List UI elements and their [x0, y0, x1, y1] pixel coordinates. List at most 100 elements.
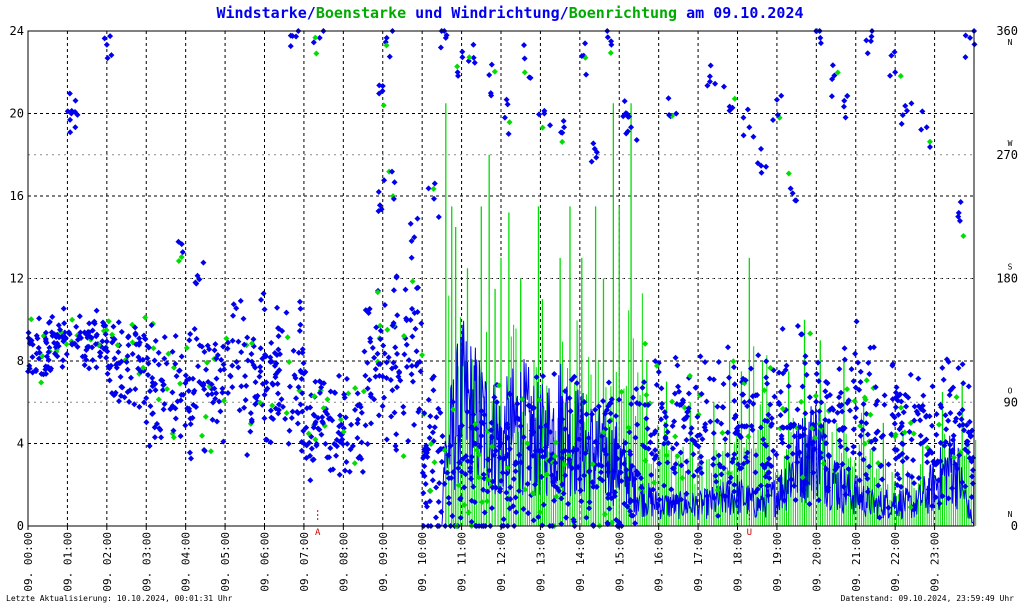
direction-tick-label: 0 — [1011, 519, 1018, 533]
direction-point — [393, 274, 400, 281]
direction-point — [248, 416, 255, 423]
direction-point — [768, 415, 775, 422]
direction-point — [685, 390, 692, 397]
title-gust-direction: Boenrichtung — [569, 4, 677, 22]
direction-point — [132, 330, 139, 337]
direction-point — [115, 319, 122, 326]
direction-point — [586, 505, 593, 512]
direction-point — [455, 465, 462, 472]
direction-point — [419, 352, 426, 359]
direction-point — [86, 365, 93, 372]
direction-point — [590, 140, 597, 147]
direction-point — [408, 254, 415, 261]
direction-tick-label: 180 — [996, 272, 1018, 286]
direction-point — [686, 372, 693, 379]
direction-point — [520, 506, 527, 513]
direction-point — [386, 53, 393, 60]
direction-point — [740, 132, 747, 139]
direction-point — [504, 495, 511, 502]
direction-point — [603, 451, 610, 458]
direction-point — [815, 359, 822, 366]
direction-point — [267, 358, 274, 365]
direction-point — [103, 41, 110, 48]
direction-point — [513, 460, 520, 467]
direction-point — [88, 334, 95, 341]
direction-point — [219, 389, 226, 396]
direction-point — [383, 436, 390, 443]
direction-point — [151, 357, 158, 364]
direction-point — [557, 419, 564, 426]
direction-point — [461, 484, 468, 491]
direction-point — [767, 401, 774, 408]
direction-point — [176, 367, 183, 374]
direction-point — [59, 363, 66, 370]
direction-point — [824, 487, 831, 494]
direction-point — [371, 354, 378, 361]
direction-point — [718, 420, 725, 427]
direction-point — [966, 455, 973, 462]
direction-point — [837, 403, 844, 410]
direction-point — [853, 318, 860, 325]
direction-point — [425, 396, 432, 403]
direction-point — [297, 321, 304, 328]
direction-point — [806, 394, 813, 401]
direction-point — [690, 472, 697, 479]
direction-point — [296, 298, 303, 305]
direction-point — [633, 468, 640, 475]
direction-point — [431, 180, 438, 187]
direction-point — [627, 508, 634, 515]
direction-point — [288, 414, 295, 421]
direction-point — [550, 479, 557, 486]
direction-point — [623, 466, 630, 473]
direction-point — [702, 427, 709, 434]
direction-point — [125, 334, 132, 341]
direction-point — [875, 482, 882, 489]
direction-point — [237, 297, 244, 304]
direction-point — [313, 440, 320, 447]
direction-point — [936, 500, 943, 507]
direction-point — [274, 390, 281, 397]
direction-point — [149, 410, 156, 417]
direction-point — [853, 405, 860, 412]
direction-point — [956, 217, 963, 224]
direction-point — [107, 33, 114, 40]
direction-point — [840, 483, 847, 490]
direction-point — [69, 316, 76, 323]
direction-point — [757, 424, 764, 431]
direction-point — [438, 458, 445, 465]
direction-point — [956, 410, 963, 417]
direction-point — [739, 391, 746, 398]
compass-label: W — [1008, 139, 1013, 148]
direction-point — [300, 427, 307, 434]
direction-point — [834, 463, 841, 470]
direction-point — [672, 354, 679, 361]
direction-point — [83, 356, 90, 363]
direction-point — [914, 410, 921, 417]
direction-point — [715, 512, 722, 519]
direction-point — [608, 38, 615, 45]
y-tick-label: 12 — [10, 272, 24, 286]
footer-data-status: Datenstand: 09.10.2024, 23:59:49 Uhr — [841, 594, 1015, 603]
direction-point — [299, 349, 306, 356]
direction-point — [817, 34, 824, 41]
direction-point — [178, 391, 185, 398]
direction-point — [661, 482, 668, 489]
direction-point — [863, 410, 870, 417]
direction-point — [822, 388, 829, 395]
direction-point — [694, 432, 701, 439]
direction-point — [337, 416, 344, 423]
direction-point — [570, 516, 577, 523]
direction-point — [45, 349, 52, 356]
direction-point — [295, 410, 302, 417]
direction-point — [885, 504, 892, 511]
direction-point — [478, 432, 485, 439]
direction-point — [152, 337, 159, 344]
direction-point — [125, 342, 132, 349]
direction-point — [582, 40, 589, 47]
direction-point — [798, 331, 805, 338]
direction-point — [449, 399, 456, 406]
direction-point — [488, 61, 495, 68]
direction-point — [104, 370, 111, 377]
direction-point — [376, 82, 383, 89]
